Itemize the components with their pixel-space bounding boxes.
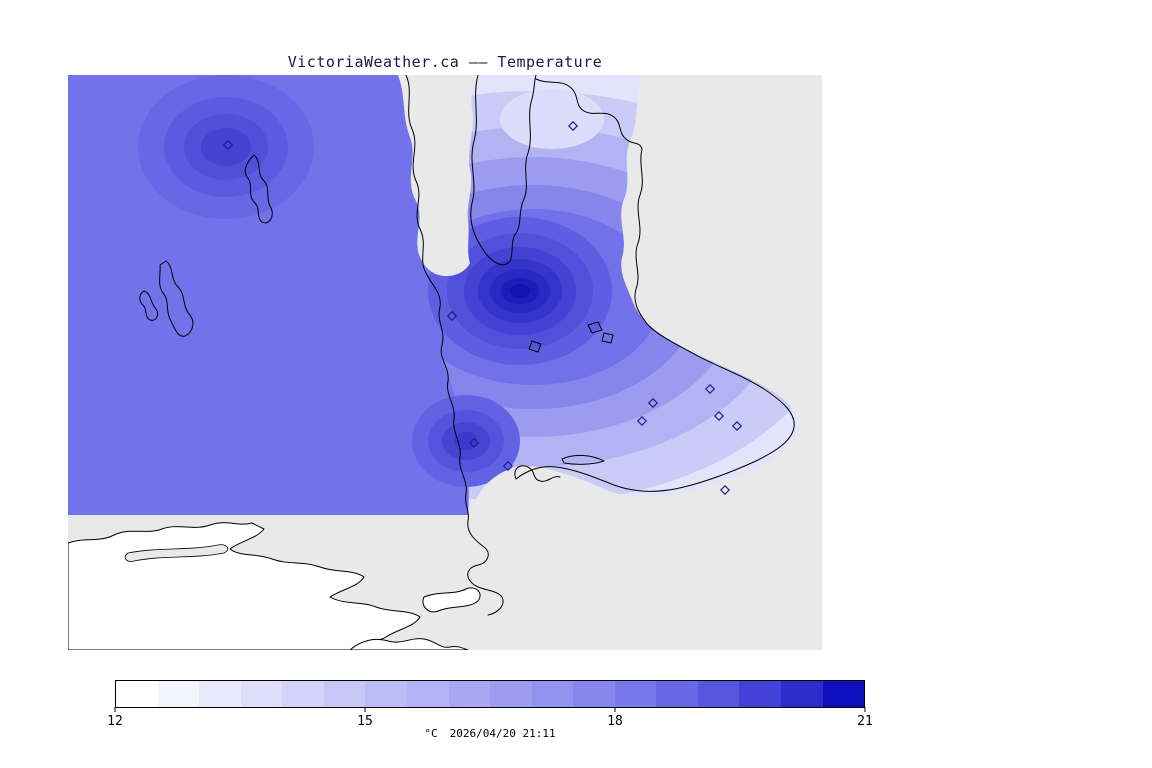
land-south	[349, 638, 469, 650]
coastline-peninsula-east	[515, 78, 795, 492]
coastline-inlet	[470, 75, 537, 266]
contour-band	[510, 284, 530, 298]
station-marker	[222, 139, 234, 151]
colorbar-tick	[864, 707, 866, 712]
station-marker	[713, 410, 725, 422]
colorbar-segment	[781, 681, 823, 707]
land-areas	[68, 522, 481, 650]
colorbar-segment	[448, 681, 491, 707]
islet-1	[528, 340, 542, 353]
station-marker	[636, 415, 648, 427]
units-label: °C	[424, 727, 438, 740]
chart-title: VictoriaWeather.ca —— Temperature	[287, 53, 603, 71]
station-markers	[222, 120, 743, 496]
station-marker	[502, 460, 514, 472]
colorbar-segment	[697, 681, 740, 707]
colorbar-segment	[739, 681, 781, 707]
colorbar-segment	[323, 681, 366, 707]
colorbar-segment	[282, 681, 324, 707]
island-north	[244, 154, 273, 224]
land-south-islet	[422, 587, 481, 613]
colorbar-segment	[199, 681, 241, 707]
temperature-map	[68, 75, 822, 650]
colorbar-segment	[614, 681, 657, 707]
station-marker	[468, 437, 480, 449]
contour-band	[500, 89, 604, 149]
colorbar-tick	[364, 707, 366, 712]
colorbar-segment	[531, 681, 574, 707]
island-west-2	[139, 290, 159, 321]
station-marker	[704, 383, 716, 395]
colorbar-segment	[573, 681, 615, 707]
station-marker	[719, 484, 731, 496]
station-marker	[446, 310, 458, 322]
colorbar-tick	[614, 707, 616, 712]
coastline-harbour	[514, 465, 561, 482]
colorbar-segment	[116, 681, 158, 707]
colorbar-segment	[490, 681, 532, 707]
island-sliver	[561, 454, 605, 465]
timestamp: 2026/04/20 21:11	[449, 727, 556, 740]
station-marker	[567, 120, 579, 132]
colorbar-segment	[822, 681, 865, 707]
coastline-west	[405, 75, 504, 616]
colorbar-tick-label: 18	[607, 714, 623, 729]
island-west-1	[159, 260, 194, 337]
colorbar-gradient	[116, 681, 865, 707]
colorbar-segment	[406, 681, 449, 707]
colorbar-segment	[656, 681, 698, 707]
channel-southwest	[124, 544, 229, 562]
colorbar-segment	[365, 681, 407, 707]
colorbar-segment	[157, 681, 200, 707]
colorbar-tick	[114, 707, 116, 712]
colorbar-segment	[240, 681, 283, 707]
station-marker	[647, 397, 659, 409]
no-data-land-wedge	[398, 75, 478, 277]
colorbar-tick-label: 15	[357, 714, 373, 729]
station-marker	[731, 420, 743, 432]
colorbar	[115, 680, 865, 708]
colorbar-tick-label: 21	[857, 714, 873, 729]
colorbar-axis: 12 15 18 21	[107, 707, 873, 733]
timestamp-caption: °C 2026/04/20 21:11	[115, 727, 865, 740]
islet-2	[587, 321, 603, 334]
islet-3	[601, 332, 614, 344]
colorbar-tick-label: 12	[107, 714, 123, 729]
coastlines	[139, 75, 795, 616]
